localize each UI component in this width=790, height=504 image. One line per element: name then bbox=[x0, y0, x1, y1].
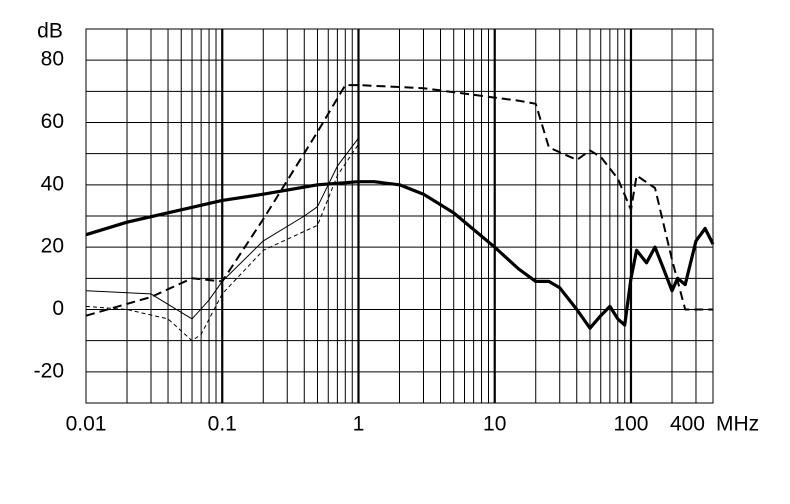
y-tick-label: 80 bbox=[41, 48, 64, 71]
y-tick-label: 40 bbox=[41, 172, 64, 195]
x-tick-label: 100 bbox=[613, 413, 648, 436]
y-tick-label: 0 bbox=[52, 297, 64, 320]
series-line bbox=[85, 84, 713, 317]
plot-frame bbox=[85, 28, 714, 404]
y-tick-label: 60 bbox=[41, 110, 64, 133]
x-tick-label: 10 bbox=[483, 413, 506, 436]
y-axis-label: dB bbox=[37, 20, 63, 43]
y-tick-label: 20 bbox=[41, 235, 64, 258]
x-tick-label: 1 bbox=[353, 413, 365, 436]
series-line bbox=[85, 137, 359, 320]
series-line bbox=[85, 144, 359, 342]
x-axis-unit: MHz bbox=[716, 413, 759, 436]
x-tick-label: 400 bbox=[670, 413, 705, 436]
x-tick-label: 0.01 bbox=[66, 413, 107, 436]
x-tick-label: 0.1 bbox=[208, 413, 237, 436]
y-tick-label: -20 bbox=[34, 359, 64, 382]
series-line bbox=[85, 180, 715, 330]
